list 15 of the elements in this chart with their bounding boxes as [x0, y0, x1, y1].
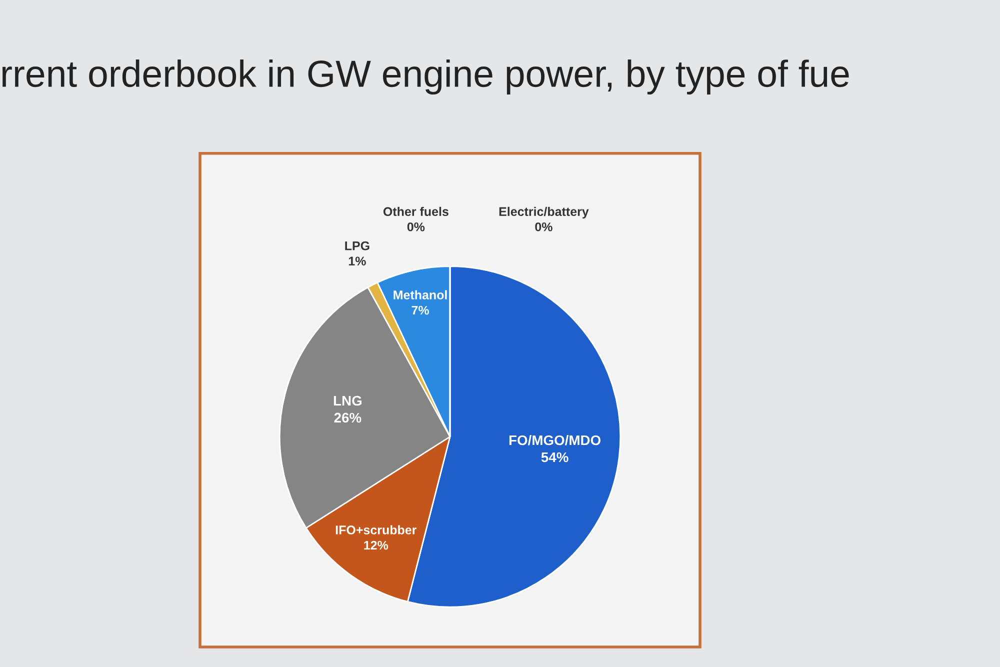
- category-label: Other fuels: [383, 206, 448, 216]
- slice-label: LPG: [345, 241, 370, 250]
- slice-label: FO/MGO/MDO: [509, 434, 601, 446]
- data-label: 1%: [348, 256, 366, 266]
- slice-label: IFO+scrubber: [336, 525, 417, 534]
- data-label: 54%: [541, 452, 568, 462]
- text: 0%: [535, 222, 552, 232]
- data-label: 12%: [364, 540, 388, 550]
- data-label: 26%: [334, 412, 362, 423]
- text: 0%: [407, 222, 425, 232]
- data-label: 7%: [412, 306, 429, 315]
- chart-title: rrent orderbook in GW engine power, by type of fue: [2, 60, 849, 94]
- slice-label: Methanol: [394, 290, 447, 300]
- slice-label: LNG: [334, 396, 362, 406]
- category-label: Electric/battery: [499, 206, 589, 219]
